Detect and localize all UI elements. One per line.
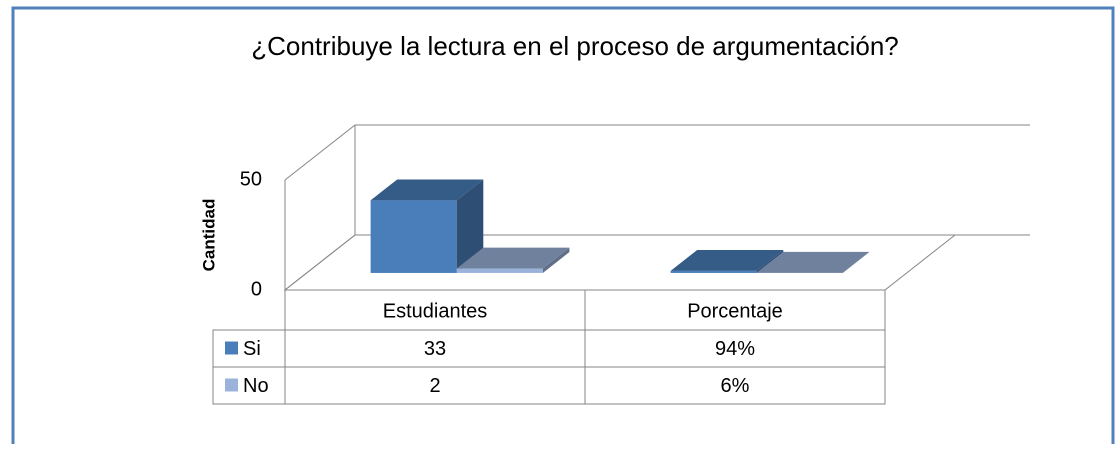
bar-front: [371, 200, 457, 273]
table-row: [213, 330, 885, 367]
legend-label: Si: [243, 338, 261, 360]
grid-line: [285, 235, 355, 290]
grid-line: [285, 125, 355, 180]
table-value: 6%: [721, 375, 750, 397]
legend-key: [225, 342, 238, 355]
table-value: 33: [424, 338, 446, 360]
y-tick-label: 50: [240, 168, 262, 190]
table-header: Porcentaje: [687, 300, 783, 322]
bar-front: [457, 269, 543, 273]
bar-front: [671, 271, 757, 273]
table-header: Estudiantes: [383, 300, 488, 322]
frame: [13, 8, 1113, 444]
table-value: 2: [429, 375, 440, 397]
chart-title: ¿Contribuye la lectura en el proceso de …: [251, 31, 899, 61]
y-axis-label: Cantidad: [199, 199, 218, 272]
table-value: 94%: [715, 338, 755, 360]
table-row: [213, 367, 885, 404]
legend-key: [225, 379, 238, 392]
legend-label: No: [243, 375, 269, 397]
y-tick-label: 0: [251, 278, 262, 300]
